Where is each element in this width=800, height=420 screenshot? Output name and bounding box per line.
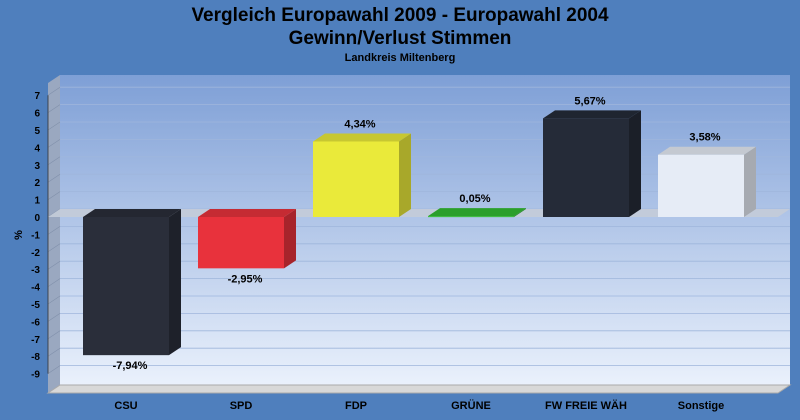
y-gridline-side bbox=[47, 313, 61, 322]
x-tick-label: SPD bbox=[230, 400, 253, 412]
bar-top bbox=[198, 209, 296, 217]
chart-title-line-1: Vergleich Europawahl 2009 - Europawahl 2… bbox=[191, 5, 609, 26]
y-tick-label: -4 bbox=[31, 283, 40, 294]
bar-front bbox=[658, 154, 744, 217]
y-tick-label: -8 bbox=[31, 352, 40, 363]
bar-front bbox=[83, 217, 169, 356]
bar-top bbox=[543, 110, 641, 119]
y-gridline-side bbox=[47, 365, 61, 374]
bar-value-label: 5,67% bbox=[574, 95, 605, 107]
x-tick-label: CSU bbox=[114, 400, 137, 412]
y-axis-label: % bbox=[13, 230, 25, 240]
y-gridline-side bbox=[47, 86, 61, 96]
y-gridline-side bbox=[47, 139, 61, 148]
x-tick-label: FW FREIE WÄH bbox=[545, 399, 627, 412]
y-gridline-side bbox=[47, 295, 61, 305]
bar-sonstige bbox=[658, 146, 756, 217]
y-tick-label: -5 bbox=[31, 300, 40, 311]
y-gridline-side bbox=[47, 156, 61, 166]
bar-side bbox=[514, 208, 526, 217]
y-tick-label: 2 bbox=[34, 178, 40, 189]
x-tick-label: Sonstige bbox=[678, 400, 724, 412]
y-tick-label: -7 bbox=[31, 335, 40, 346]
plot-left-wall bbox=[48, 75, 60, 393]
bar-side bbox=[744, 146, 756, 217]
bar-csu bbox=[83, 209, 181, 356]
y-tick-label: -1 bbox=[31, 230, 40, 241]
y-tick-label: 0 bbox=[34, 213, 40, 224]
y-tick-label: 1 bbox=[34, 196, 40, 207]
y-gridline-side bbox=[47, 191, 61, 200]
bar-front bbox=[543, 118, 629, 217]
y-tick-label: -9 bbox=[31, 370, 40, 381]
y-gridline-side bbox=[47, 330, 61, 340]
y-tick-label: 7 bbox=[34, 91, 40, 102]
bar-top bbox=[313, 133, 411, 142]
bar-side bbox=[284, 209, 296, 269]
y-gridline-side bbox=[47, 173, 61, 183]
plot-floor bbox=[46, 384, 792, 394]
bar-side bbox=[399, 133, 411, 217]
y-gridline-side bbox=[47, 243, 61, 253]
y-gridline-side bbox=[47, 278, 61, 287]
chart-subtitle: Landkreis Miltenberg bbox=[344, 52, 456, 64]
y-tick-label: 5 bbox=[34, 126, 40, 137]
bar-spd bbox=[198, 209, 296, 269]
bar-top bbox=[428, 208, 526, 217]
y-tick-label: 4 bbox=[34, 143, 40, 154]
y-tick-label: -3 bbox=[31, 265, 40, 276]
bar-value-label: -7,94% bbox=[113, 360, 148, 372]
bar-value-label: 4,34% bbox=[344, 118, 375, 130]
x-tick-label: FDP bbox=[345, 400, 367, 412]
y-tick-label: -6 bbox=[31, 317, 40, 328]
y-tick-label: 3 bbox=[34, 161, 40, 172]
bar-fw-freie-w-h bbox=[543, 110, 641, 217]
chart-title-line-2: Gewinn/Verlust Stimmen bbox=[288, 28, 512, 49]
y-gridline-side bbox=[47, 347, 61, 357]
plot-back-wall bbox=[60, 75, 790, 385]
bar-value-label: 0,05% bbox=[459, 193, 490, 205]
y-tick-label: -2 bbox=[31, 248, 40, 259]
y-gridline-side bbox=[47, 104, 61, 113]
bar-side bbox=[629, 110, 641, 217]
x-tick-label: GRÜNE bbox=[451, 399, 491, 412]
bar-value-label: 3,58% bbox=[689, 132, 720, 144]
bar-top bbox=[83, 209, 181, 217]
y-gridline-side bbox=[47, 121, 61, 131]
y-tick-label: 6 bbox=[34, 109, 40, 120]
bar-front bbox=[428, 216, 514, 218]
y-gridline-side bbox=[47, 260, 61, 270]
bar-fdp bbox=[313, 133, 411, 217]
chart-title: Vergleich Europawahl 2009 - Europawahl 2… bbox=[0, 4, 800, 50]
bar-front bbox=[198, 217, 284, 269]
bar-front bbox=[313, 141, 399, 217]
bar-side bbox=[169, 209, 181, 356]
bar-top bbox=[658, 146, 756, 155]
bar-value-label: -2,95% bbox=[228, 273, 263, 285]
y-gridline-side bbox=[47, 226, 61, 235]
bar-gr-ne bbox=[428, 208, 526, 218]
